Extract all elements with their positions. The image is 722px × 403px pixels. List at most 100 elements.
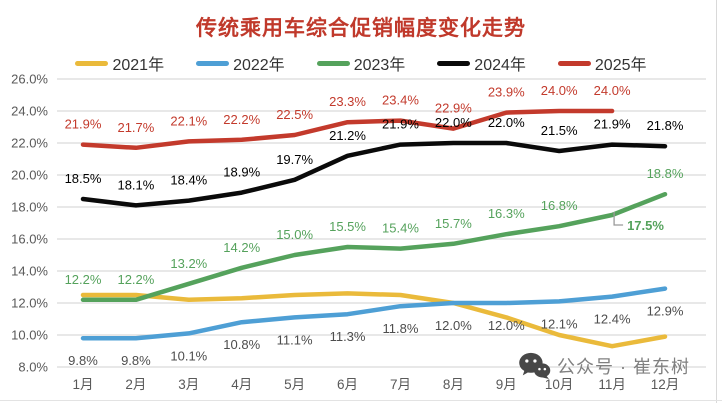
data-labels-2022年: 9.8% 9.8% 10.1% 10.8% 11.1% 11.3% 11.8% 12.0% 12… (68, 304, 684, 369)
data-label: 21.2% (329, 128, 366, 143)
legend-item-2025: 2025年 (557, 51, 647, 75)
x-axis-month-label: 9月 (496, 377, 517, 392)
series-line-2022年 (80, 286, 668, 341)
y-axis-tick-labels: 8.0% 10.0% 12.0% 14.0% 16.0% 18.0% 20.0% 22.0% 2… (11, 72, 48, 375)
data-label: 12.2% (117, 272, 154, 287)
data-labels-2025年: 21.9% 21.7% 22.1% 22.2% 22.5% 23.3% 23.4% 22.9%… (65, 83, 631, 135)
data-label: 12.9% (647, 304, 684, 319)
series-line-2021年 (80, 291, 668, 349)
data-label: 23.4% (382, 93, 419, 108)
y-axis-tick-label: 26.0% (11, 72, 48, 87)
x-axis-month-label: 7月 (390, 377, 411, 392)
panel-bottom-border (0, 400, 722, 401)
x-axis-month-label: 8月 (443, 377, 464, 392)
wechat-icon (519, 352, 551, 379)
data-label: 23.3% (329, 94, 366, 109)
legend-item-2023: 2023年 (316, 51, 406, 75)
legend-label-2025: 2025年 (594, 57, 647, 74)
x-axis-month-labels: 1月 2月 3月 4月 5月 6月 7月 8月 9月 10月 11月 12月 (72, 377, 679, 392)
data-label: 15.5% (329, 219, 366, 234)
y-axis-tick-label: 24.0% (11, 104, 48, 119)
legend-label-2022: 2022年 (233, 57, 285, 74)
data-label: 12.0% (488, 318, 525, 333)
x-axis-month-label: 4月 (231, 377, 252, 392)
legend-label-2021: 2021年 (112, 57, 165, 74)
watermark-text: 公众号 · 崔东树 (557, 356, 690, 377)
legend-item-2024: 2024年 (437, 51, 526, 75)
data-label: 15.0% (276, 227, 313, 242)
x-axis-month-label: 2月 (125, 377, 146, 392)
data-label: 12.2% (65, 272, 102, 287)
data-labels-2024年: 18.5% 18.1% 18.4% 18.9% 19.7% 21.2% 21.9% 22.0%… (65, 115, 684, 192)
x-axis-month-label: 10月 (545, 377, 574, 392)
data-label: 16.8% (541, 198, 578, 213)
data-label: 16.3% (488, 206, 525, 221)
series-line-2023年 (80, 191, 668, 303)
data-label: 18.8% (647, 166, 684, 181)
x-axis-month-label: 1月 (72, 377, 93, 392)
data-label: 11.8% (383, 321, 419, 336)
data-label: 15.7% (435, 216, 472, 231)
data-label: 19.7% (276, 152, 313, 167)
legend-swatch-2022 (196, 60, 230, 66)
panel-right-border (716, 0, 717, 403)
data-label: 21.9% (65, 117, 102, 132)
chart-title: 传统乘用车综合促销幅度变化走势 (196, 17, 526, 40)
data-label: 9.8% (121, 353, 151, 368)
data-label: 21.9% (594, 117, 631, 132)
legend-label-2023: 2023年 (353, 57, 406, 74)
data-label: 21.5% (541, 123, 578, 138)
data-labels-2023年: 12.2% 12.2% 13.2% 14.2% 15.0% 15.5% 15.4% 15.7%… (65, 166, 684, 287)
y-axis-tick-label: 12.0% (11, 296, 48, 311)
data-label: 18.5% (65, 171, 102, 186)
data-label: 10.8% (223, 337, 260, 352)
data-label: 11.3% (330, 329, 366, 344)
data-label: 22.9% (435, 101, 472, 116)
data-label: 14.2% (223, 240, 260, 255)
data-label: 18.4% (170, 173, 207, 188)
legend-item-2021: 2021年 (75, 51, 164, 75)
data-label: 9.8% (68, 353, 98, 368)
y-axis-tick-label: 16.0% (11, 232, 48, 247)
data-label: 12.0% (435, 318, 472, 333)
data-label: 22.2% (223, 112, 260, 127)
x-axis-month-label: 3月 (178, 377, 199, 392)
data-label: 21.9% (382, 117, 419, 132)
data-label: 21.8% (647, 118, 684, 133)
y-axis-tick-label: 20.0% (11, 168, 48, 183)
y-axis-tick-label: 8.0% (18, 360, 48, 375)
x-axis-month-label: 11月 (598, 377, 626, 392)
y-axis-tick-label: 18.0% (11, 200, 48, 215)
y-axis-tick-label: 22.0% (11, 136, 48, 151)
data-label: 22.0% (435, 115, 472, 130)
data-label: 22.5% (276, 107, 313, 122)
x-axis-month-label: 12月 (651, 377, 680, 392)
data-label: 23.9% (488, 85, 525, 100)
legend-swatch-2024 (437, 60, 471, 66)
x-axis-month-label: 5月 (284, 377, 305, 392)
legend-label-2024: 2024年 (474, 57, 526, 74)
data-label: 24.0% (541, 83, 578, 98)
series-line-2025年 (80, 108, 615, 151)
legend-swatch-2023 (316, 60, 350, 66)
data-label: 22.0% (488, 115, 525, 130)
label-callout-leader (613, 212, 624, 226)
legend-swatch-2025 (557, 60, 591, 66)
legend-item-2022: 2022年 (196, 51, 285, 75)
watermark: 公众号 · 崔东树 (518, 352, 690, 379)
data-label: 18.1% (117, 177, 154, 192)
data-label: 12.1% (541, 316, 578, 331)
data-label: 13.2% (170, 256, 207, 271)
data-label: 17.5% (627, 218, 664, 233)
data-label: 22.1% (170, 113, 207, 128)
data-label: 15.4% (382, 221, 419, 236)
y-axis-tick-label: 14.0% (11, 264, 48, 279)
legend-swatch-2021 (75, 60, 109, 66)
chart-legend: 2021年 2022年 2023年 2024年 2025年 (0, 51, 722, 75)
data-label: 10.1% (170, 348, 207, 363)
series-line-2024年 (80, 140, 668, 208)
x-axis-month-label: 6月 (337, 377, 358, 392)
data-label: 18.9% (223, 165, 260, 180)
